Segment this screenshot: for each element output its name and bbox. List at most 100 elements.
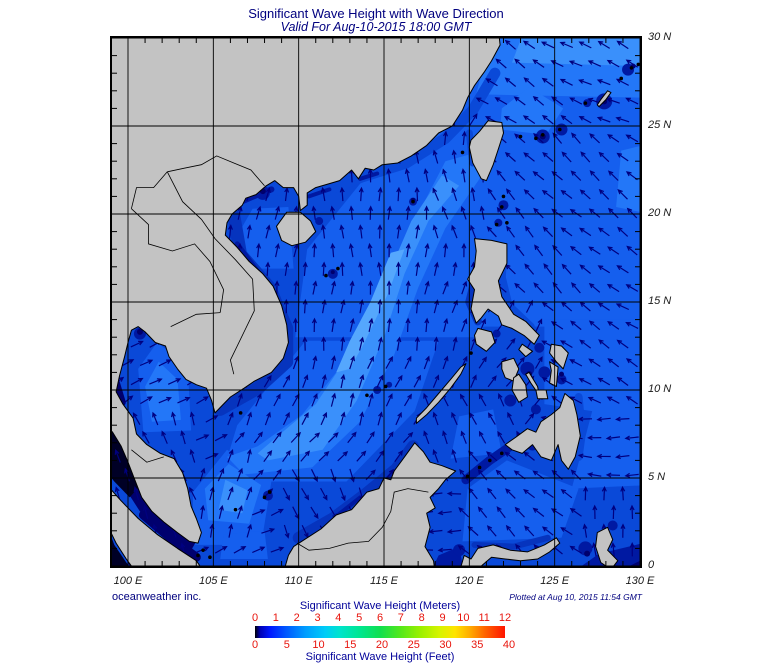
wave-arrow xyxy=(437,510,452,516)
wave-arrow xyxy=(405,242,411,258)
islet xyxy=(324,273,328,278)
wave-arrow xyxy=(578,79,592,86)
wave-arrow xyxy=(443,317,449,332)
wave-arrow xyxy=(629,504,635,520)
wave-arrow xyxy=(570,170,582,181)
islet xyxy=(460,150,465,155)
wave-arrow xyxy=(200,504,206,519)
wave-arrow xyxy=(423,168,429,183)
wave-arrow xyxy=(607,170,619,181)
wave-arrow xyxy=(339,224,345,239)
wave-arrow xyxy=(320,487,328,501)
landmass xyxy=(460,537,561,566)
wave-arrow xyxy=(504,451,517,461)
wave-arrow xyxy=(140,396,153,405)
wave-arrow xyxy=(302,298,308,314)
wave-arrow xyxy=(532,96,545,106)
wave-arrow xyxy=(432,449,439,463)
wave-map-svg xyxy=(112,38,640,566)
wave-arrow xyxy=(339,487,346,502)
wave-arrow xyxy=(578,227,592,237)
wave-arrow xyxy=(469,113,478,126)
wave-arrow xyxy=(524,225,534,238)
wave-arrow xyxy=(152,411,159,426)
wave-arrow xyxy=(578,378,592,386)
wave-arrow xyxy=(403,393,412,407)
wave-arrow xyxy=(132,412,141,425)
wave-arrow xyxy=(386,168,392,183)
wave-arrow xyxy=(437,547,452,553)
wave-arrow xyxy=(320,411,328,426)
wave-arrow xyxy=(478,430,487,444)
wave-arrow xyxy=(227,449,234,463)
wave-arrow xyxy=(514,58,526,69)
wave-arrow xyxy=(377,336,383,351)
wave-arrow xyxy=(424,205,430,220)
wave-arrow xyxy=(506,337,516,350)
wave-arrow xyxy=(607,321,620,330)
wave-arrow xyxy=(441,206,449,220)
landmass xyxy=(474,327,496,352)
wave-arrow xyxy=(282,449,291,463)
wave-arrow xyxy=(404,355,412,370)
wave-arrow xyxy=(320,186,326,202)
wave-arrow xyxy=(506,225,515,238)
wave-arrow xyxy=(570,320,582,331)
wave-arrow xyxy=(551,208,563,218)
wave-arrow xyxy=(605,435,621,441)
wave-arrow xyxy=(578,116,592,124)
wave-arrow xyxy=(310,506,319,520)
sea-region xyxy=(112,538,130,566)
wave-arrow xyxy=(487,188,497,201)
wave-arrow xyxy=(514,170,526,181)
wave-arrow xyxy=(292,355,299,370)
wave-arrow xyxy=(611,504,617,520)
lat-tick-label: 10 N xyxy=(648,383,672,395)
wave-arrow xyxy=(615,303,630,311)
wave-arrow xyxy=(470,186,476,202)
wave-arrow xyxy=(368,205,374,220)
wave-arrow xyxy=(302,374,309,388)
wave-arrow xyxy=(533,282,544,294)
wave-arrow xyxy=(246,411,253,426)
wave-arrow xyxy=(311,317,317,333)
wave-arrow xyxy=(311,205,317,220)
wave-arrow xyxy=(318,450,330,462)
wave-arrow xyxy=(196,396,210,405)
wave-arrow xyxy=(340,373,346,389)
wave-arrow xyxy=(312,355,318,370)
wave-arrow xyxy=(617,226,629,237)
wave-arrow xyxy=(177,396,191,404)
wave-arrow xyxy=(121,395,134,405)
wave-arrow xyxy=(442,355,449,370)
wave-arrow xyxy=(423,392,430,407)
wave-arrow xyxy=(301,412,309,425)
wave-arrow xyxy=(540,41,555,49)
legend-meters-tick: 2 xyxy=(293,612,300,624)
wave-arrow xyxy=(451,187,458,201)
wave-arrow xyxy=(494,97,508,105)
wave-arrow xyxy=(597,265,611,274)
wave-arrow xyxy=(606,283,620,293)
wave-arrow xyxy=(588,283,601,293)
sea-dark-patch xyxy=(559,371,565,377)
wave-arrow xyxy=(358,186,364,202)
wave-arrow xyxy=(121,359,135,367)
wave-arrow xyxy=(560,488,573,499)
wave-arrow xyxy=(227,411,234,426)
wave-arrow xyxy=(300,450,311,462)
wave-arrow xyxy=(629,542,635,557)
wave-arrow xyxy=(541,489,554,498)
islet xyxy=(196,553,200,558)
wave-arrow xyxy=(312,280,318,295)
wave-arrow xyxy=(446,529,462,534)
wave-arrow xyxy=(274,280,280,295)
wave-arrow xyxy=(525,299,533,313)
wave-arrow xyxy=(402,431,414,443)
wave-arrow xyxy=(610,542,616,557)
legend-meters-tick: 4 xyxy=(335,612,342,624)
wave-arrow xyxy=(246,486,253,501)
wave-arrow xyxy=(607,134,620,143)
wave-arrow xyxy=(337,450,349,462)
wave-arrow xyxy=(263,449,273,463)
